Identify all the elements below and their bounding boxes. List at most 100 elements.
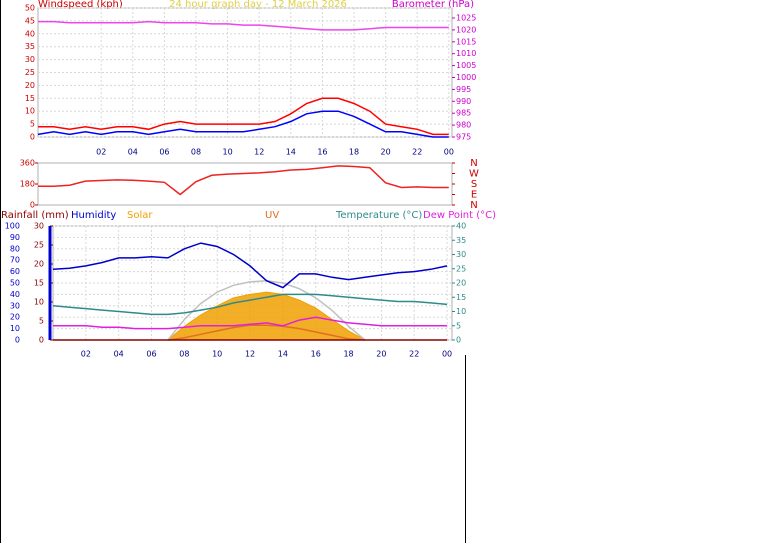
x-tick-label: 14 <box>278 350 288 359</box>
x-tick-label: 06 <box>159 148 169 157</box>
x-tick-label: 08 <box>179 350 189 359</box>
area <box>166 291 367 341</box>
line <box>53 316 448 330</box>
y2-tick-label: 1005 <box>456 61 476 70</box>
y3-tick-label: 10 <box>34 298 44 307</box>
wind-axis-title: Windspeed (kph) <box>38 0 123 10</box>
y-tick-label: 50 <box>25 4 35 13</box>
legend-entry: Temperature (°C) <box>335 210 422 221</box>
y-tick-label: 90 <box>10 233 20 242</box>
y2-tick-label: 25 <box>456 264 466 273</box>
line <box>37 110 449 138</box>
x-tick-label: 12 <box>254 148 264 157</box>
y2-tick-label: W <box>469 169 479 180</box>
y-tick-label: 15 <box>25 94 35 103</box>
y2-tick-label: 30 <box>456 250 466 259</box>
y2-tick-label: 995 <box>456 85 471 94</box>
x-tick-label: 20 <box>376 350 386 359</box>
y3-tick-label: 5 <box>39 317 44 326</box>
y-tick-label: 0 <box>30 201 35 210</box>
y3-tick-label: 20 <box>34 260 44 269</box>
y-tick-label: 70 <box>10 256 20 265</box>
x-tick-label: 04 <box>114 350 124 359</box>
y2-tick-label: 40 <box>456 222 466 231</box>
y-tick-label: 35 <box>25 42 35 51</box>
y2-tick-label: 980 <box>456 121 471 130</box>
x-tick-label: 18 <box>343 350 353 359</box>
y-tick-label: 100 <box>5 222 20 231</box>
y2-tick-label: 1015 <box>456 37 476 46</box>
y2-tick-label: N <box>470 158 477 169</box>
y2-tick-label: 20 <box>456 279 466 288</box>
y-tick-label: 10 <box>25 107 35 116</box>
legend-entry: Dew Point (°C) <box>423 210 496 221</box>
x-tick-label: 10 <box>223 148 233 157</box>
legend-entry: Rainfall (mm) <box>1 210 69 221</box>
x-tick-label: 12 <box>245 350 255 359</box>
y2-tick-label: 1010 <box>456 49 476 58</box>
x-tick-label: 18 <box>349 148 359 157</box>
x-tick-label: 00 <box>444 148 454 157</box>
y2-tick-label: N <box>470 200 477 211</box>
barometer-axis-title: Barometer (hPa) <box>392 0 474 10</box>
line <box>38 97 449 136</box>
x-tick-label: 20 <box>381 148 391 157</box>
legend-entry: Humidity <box>71 210 116 221</box>
y2-tick-label: 35 <box>456 236 466 245</box>
y-tick-label: 360 <box>20 159 35 168</box>
y2-tick-label: 10 <box>456 307 466 316</box>
y2-tick-label: E <box>471 190 477 201</box>
x-tick-label: 06 <box>146 350 156 359</box>
y-tick-label: 80 <box>10 244 20 253</box>
legend-entry: UV <box>265 210 279 221</box>
line <box>52 293 448 316</box>
line <box>167 324 366 341</box>
y-tick-label: 40 <box>10 290 20 299</box>
chart-title: 24 hour graph day - 12 March 2026 <box>169 0 347 10</box>
y3-tick-label: 30 <box>34 222 44 231</box>
y-tick-label: 25 <box>25 68 35 77</box>
y2-tick-label: 985 <box>456 109 471 118</box>
x-tick-label: 04 <box>128 148 138 157</box>
legend-entry: Solar <box>127 210 153 221</box>
y2-tick-label: 1025 <box>456 13 476 22</box>
line <box>38 165 449 196</box>
y3-tick-label: 0 <box>39 336 44 345</box>
y2-tick-label: 5 <box>456 321 461 330</box>
x-tick-label: 22 <box>409 350 419 359</box>
x-tick-label: 00 <box>442 350 452 359</box>
y3-tick-label: 25 <box>34 241 44 250</box>
x-tick-label: 16 <box>311 350 321 359</box>
y2-tick-label: 1000 <box>456 73 476 82</box>
y-tick-label: 20 <box>25 81 35 90</box>
y-tick-label: 5 <box>30 120 35 129</box>
x-tick-label: 08 <box>191 148 201 157</box>
x-tick-label: 14 <box>286 148 296 157</box>
x-tick-label: 02 <box>81 350 91 359</box>
line <box>52 242 448 289</box>
y2-tick-label: 975 <box>456 133 471 142</box>
y-tick-label: 180 <box>20 180 35 189</box>
y-tick-label: 50 <box>10 279 20 288</box>
y-tick-label: 30 <box>10 301 20 310</box>
y-tick-label: 45 <box>25 16 35 25</box>
x-tick-label: 22 <box>412 148 422 157</box>
y2-tick-label: 15 <box>456 293 466 302</box>
x-tick-label: 10 <box>212 350 222 359</box>
y-tick-label: 30 <box>25 55 35 64</box>
y-tick-label: 0 <box>15 336 20 345</box>
y2-tick-label: 0 <box>456 336 461 345</box>
x-tick-label: 16 <box>317 148 327 157</box>
y3-tick-label: 15 <box>34 279 44 288</box>
y-tick-label: 40 <box>25 29 35 38</box>
y2-tick-label: S <box>471 179 477 190</box>
y-tick-label: 60 <box>10 267 20 276</box>
line <box>38 20 449 31</box>
y-tick-label: 0 <box>30 133 35 142</box>
y-tick-label: 20 <box>10 313 20 322</box>
y-tick-label: 10 <box>10 324 20 333</box>
y2-tick-label: 990 <box>456 97 471 106</box>
y2-tick-label: 1020 <box>456 25 476 34</box>
x-tick-label: 02 <box>96 148 106 157</box>
